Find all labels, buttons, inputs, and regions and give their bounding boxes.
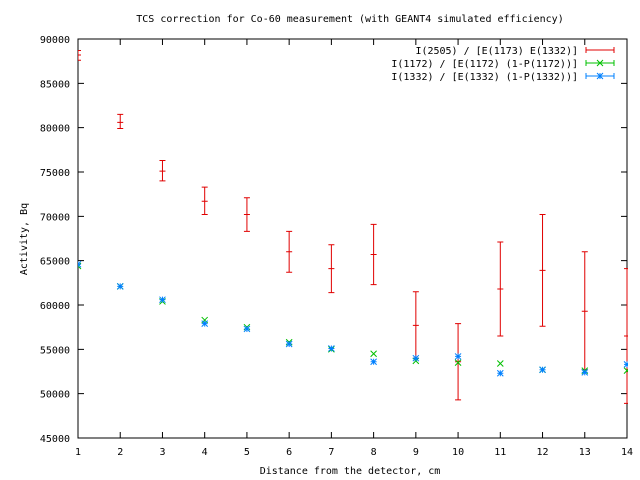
series-2-point <box>623 367 628 374</box>
x-tick-label: 3 <box>159 447 165 458</box>
x-axis-label: Distance from the detector, cm <box>260 466 441 477</box>
series-1-point <box>370 223 377 286</box>
series-3-point <box>201 320 209 327</box>
plot-frame <box>77 38 628 439</box>
x-tick-label: 8 <box>371 447 377 458</box>
y-tick-label: 80000 <box>40 124 70 135</box>
legend-swatch <box>585 72 615 80</box>
y-tick-label: 90000 <box>40 35 70 46</box>
x-tick-label: 11 <box>494 447 506 458</box>
y-tick-label: 70000 <box>40 212 70 223</box>
y-tick-label: 65000 <box>40 257 70 268</box>
legend-label: I(1172) / [E(1172) (1-P(1172))] <box>391 59 578 70</box>
series-1-point <box>78 50 81 61</box>
x-tick-label: 2 <box>117 447 123 458</box>
series-1-point <box>201 186 208 216</box>
series-3-point <box>454 353 462 360</box>
series-3-point <box>370 358 377 366</box>
x-tick-label: 7 <box>328 447 334 458</box>
x-tick-label: 9 <box>413 447 419 458</box>
series-3-point <box>581 369 589 376</box>
y-tick-label: 55000 <box>40 345 70 356</box>
series-3-point <box>243 325 251 333</box>
series-3-point <box>623 361 628 368</box>
series-3-point <box>539 366 546 374</box>
chart-title: TCS correction for Co-60 measurement (wi… <box>136 14 563 25</box>
series-1-point <box>243 197 250 232</box>
y-tick-label: 60000 <box>40 301 70 312</box>
series-1-point <box>286 230 293 273</box>
data-marks <box>78 50 628 404</box>
series-2-point <box>496 360 504 367</box>
series-1-point <box>539 214 546 327</box>
x-tick-label: 5 <box>244 447 250 458</box>
series-1-point <box>581 251 588 371</box>
y-tick-label: 75000 <box>40 168 70 179</box>
series-1-point <box>159 159 166 182</box>
series-3-point <box>159 296 166 304</box>
axis-ticks: 1 2 3 4 5 6 7 8 9 10 11 12 13 14450005000055000600006… <box>40 35 633 458</box>
y-axis-label: Activity, Bq <box>19 203 30 275</box>
legend-label: I(2505) / [E(1173) E(1332)] <box>415 46 578 57</box>
y-tick-label: 85000 <box>40 79 70 90</box>
x-tick-label: 10 <box>452 447 464 458</box>
y-tick-label: 50000 <box>40 390 70 401</box>
series-2-point <box>454 359 462 366</box>
series-3-point <box>328 345 335 352</box>
x-tick-label: 1 <box>75 447 81 458</box>
series-1-point <box>412 291 419 359</box>
series-3-point <box>116 283 124 290</box>
legend: I(2505) / [E(1173) E(1332)] I(1172) / [E(… <box>391 46 615 83</box>
legend-label: I(1332) / [E(1332) (1-P(1332))] <box>391 72 578 83</box>
series-1-point <box>117 113 124 130</box>
x-tick-label: 13 <box>579 447 591 458</box>
legend-swatch <box>585 59 615 67</box>
x-tick-label: 4 <box>202 447 208 458</box>
series-1-point <box>497 241 504 337</box>
series-3-point <box>78 260 82 268</box>
series-3-point <box>496 369 504 377</box>
series-1-point <box>455 323 462 401</box>
x-tick-label: 12 <box>537 447 549 458</box>
x-tick-label: 6 <box>286 447 292 458</box>
series-2-point <box>370 350 377 358</box>
legend-swatch <box>585 47 615 53</box>
series-3-point <box>285 340 293 348</box>
series-1-point <box>328 244 335 294</box>
y-tick-label: 45000 <box>40 434 70 445</box>
series-3-point <box>412 354 420 362</box>
series-1-point <box>624 268 628 404</box>
x-tick-label: 14 <box>621 447 633 458</box>
